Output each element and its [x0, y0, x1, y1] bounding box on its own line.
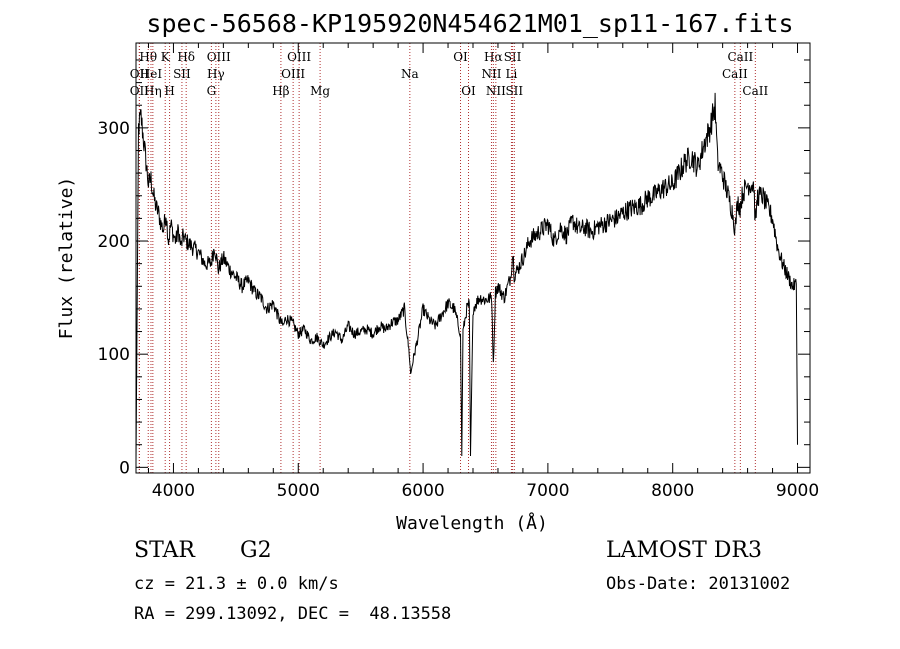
object-class: STAR	[134, 538, 195, 563]
x-tick-label: 7000	[526, 481, 569, 501]
redshift-cz: cz = 21.3 ± 0.0 km/s	[134, 574, 339, 594]
line-label: CaII	[742, 84, 768, 98]
x-tick-label: 6000	[401, 481, 444, 501]
line-label: Hα	[484, 50, 503, 64]
y-tick-label: 300	[98, 119, 130, 139]
line-label: SII	[173, 67, 191, 81]
line-label: OIII	[207, 50, 231, 64]
line-label: Hθ	[139, 50, 157, 64]
x-tick-label: 8000	[651, 481, 694, 501]
x-tick-label: 9000	[776, 481, 819, 501]
line-label: Mg	[310, 84, 330, 98]
y-tick-label: 0	[119, 458, 130, 478]
line-label: OI	[453, 50, 468, 64]
line-label: Li	[506, 67, 518, 81]
line-label: K	[161, 50, 171, 64]
line-label: H	[164, 84, 174, 98]
y-axis-ticks: 0 100 200 300	[98, 59, 810, 478]
chart-title: spec-56568-KP195920N454621M01_sp11-167.f…	[146, 9, 793, 38]
line-label: SII	[504, 50, 522, 64]
y-tick-label: 100	[98, 345, 130, 365]
x-axis-label: Wavelength (Å)	[396, 512, 548, 534]
spectrum-line	[135, 92, 798, 462]
line-label: Hγ	[207, 67, 225, 81]
x-axis-ticks: 4000 5000 6000 7000 8000 9000	[147, 43, 819, 501]
object-subclass: G2	[240, 538, 272, 563]
y-axis-label: Flux (relative)	[56, 177, 77, 340]
line-label: Hη	[144, 84, 162, 98]
line-label: Hβ	[272, 84, 289, 98]
x-tick-label: 5000	[277, 481, 320, 501]
line-label: Hδ	[177, 50, 195, 64]
line-label: OIII	[281, 67, 305, 81]
line-label: CaII	[727, 50, 753, 64]
line-label: SII	[505, 84, 523, 98]
sky-coordinates: RA = 299.13092, DEC = 48.13558	[134, 604, 452, 624]
line-label: NII	[481, 67, 501, 81]
survey-name: LAMOST DR3	[606, 538, 762, 563]
x-tick-label: 4000	[152, 481, 195, 501]
y-tick-label: 200	[98, 232, 130, 252]
line-label: CaII	[722, 67, 748, 81]
line-label: Na	[401, 67, 419, 81]
line-label: OII	[130, 84, 150, 98]
line-label: G	[207, 84, 217, 98]
line-label: OI	[461, 84, 476, 98]
line-label: HeI	[140, 67, 163, 81]
line-label: NII	[486, 84, 506, 98]
observation-date: Obs-Date: 20131002	[606, 574, 791, 594]
plot-frame	[135, 42, 811, 474]
line-label: OIII	[287, 50, 311, 64]
